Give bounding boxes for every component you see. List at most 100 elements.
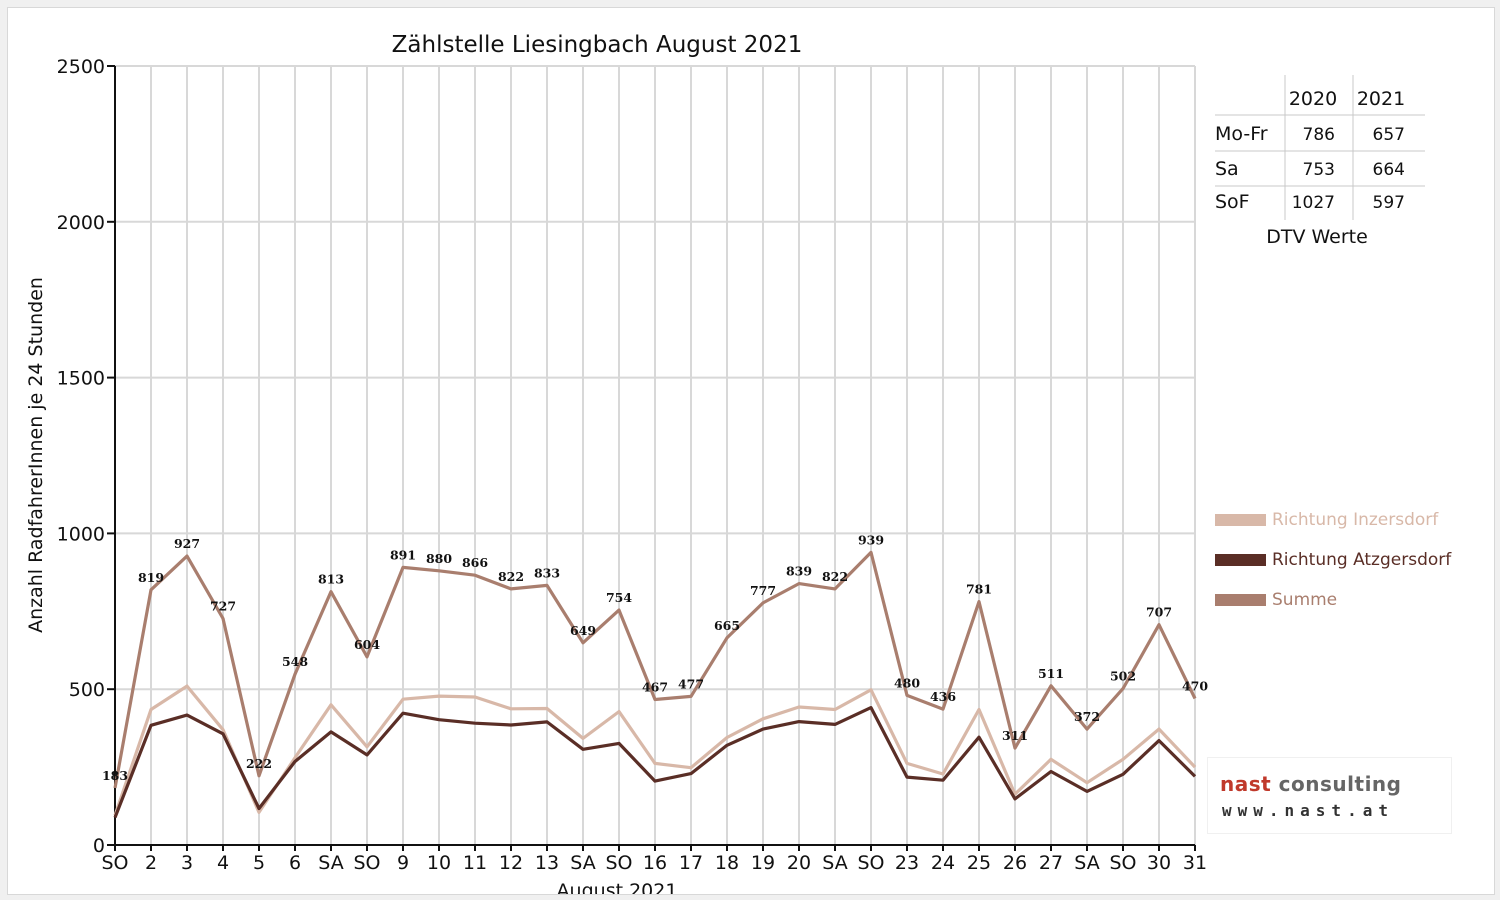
chart-title: Zählstelle Liesingbach August 2021 — [392, 32, 803, 58]
legend-label-atzgersdorf: Richtung Atzgersdorf — [1272, 550, 1452, 570]
data-label: 604 — [354, 637, 380, 652]
dtv-cell: 664 — [1373, 160, 1405, 180]
data-label: 467 — [642, 679, 668, 694]
data-label: 436 — [930, 689, 956, 704]
x-tick-label: 4 — [217, 852, 229, 874]
grid — [115, 65, 1196, 845]
legend: Richtung Inzersdorf Richtung Atzgersdorf… — [1215, 510, 1452, 610]
y-tick-label: 0 — [93, 835, 105, 857]
legend-label-inzersdorf: Richtung Inzersdorf — [1272, 510, 1439, 530]
dtv-caption: DTV Werte — [1266, 226, 1368, 248]
x-tick-label: 16 — [643, 852, 667, 874]
data-label: 822 — [498, 569, 524, 584]
y-tick-label: 500 — [69, 679, 105, 701]
x-tick-label: SO — [1109, 852, 1136, 874]
x-tick-label: SO — [101, 852, 128, 874]
data-label: 183 — [102, 768, 128, 783]
x-tick-label: 26 — [1003, 852, 1027, 874]
dtv-cell: 657 — [1373, 125, 1405, 145]
dtv-cell: 786 — [1303, 125, 1335, 145]
y-tick-label: 1000 — [57, 523, 105, 545]
company-logo: nast consulting www.nast.at — [1208, 758, 1451, 833]
x-tick-label: 3 — [181, 852, 193, 874]
x-tick-label: SO — [857, 852, 884, 874]
x-tick-label: 5 — [253, 852, 265, 874]
data-labels: 183 819 927 727 222 548 813 604 891 880 866 822 833 6… — [102, 532, 1208, 783]
data-label: 777 — [750, 583, 776, 598]
data-label: 891 — [390, 547, 416, 562]
dtv-header-2021: 2021 — [1357, 88, 1405, 110]
data-label: 927 — [174, 536, 200, 551]
data-label: 833 — [534, 565, 560, 580]
series-line-summe — [113, 550, 1197, 789]
data-label: 477 — [678, 676, 704, 691]
x-tick-label: 25 — [967, 852, 991, 874]
x-tick-label: SA — [570, 852, 595, 874]
dtv-row-label: Sa — [1215, 158, 1239, 180]
series-line-inzersdorf — [113, 684, 1197, 816]
legend-label-summe: Summe — [1272, 590, 1337, 610]
logo-word-nast: nast — [1220, 772, 1272, 796]
x-tick-label: 27 — [1039, 852, 1063, 874]
x-tick-label: 11 — [463, 852, 487, 874]
x-tick-label: 18 — [715, 852, 739, 874]
x-tick-label: SO — [605, 852, 632, 874]
data-label: 311 — [1002, 728, 1028, 743]
data-label: 880 — [426, 551, 452, 566]
x-tick-label: 17 — [679, 852, 703, 874]
data-label: 839 — [786, 564, 812, 579]
x-tick-label: 19 — [751, 852, 775, 874]
x-tick-label: SA — [822, 852, 847, 874]
x-tick-label: SA — [318, 852, 343, 874]
x-tick-label: 13 — [535, 852, 559, 874]
legend-swatch-summe — [1215, 594, 1266, 606]
data-label: 754 — [606, 590, 632, 605]
y-tick-label: 2000 — [57, 212, 105, 234]
data-label: 939 — [858, 532, 884, 547]
y-axis-label: Anzahl RadfahrerInnen je 24 Stunden — [25, 277, 47, 633]
data-label: 649 — [570, 623, 596, 638]
x-tick-label: SA — [1074, 852, 1099, 874]
data-label: 548 — [282, 654, 308, 669]
dtv-cell: 1027 — [1292, 193, 1335, 213]
dtv-header-2020: 2020 — [1289, 88, 1337, 110]
data-label: 470 — [1182, 679, 1208, 694]
x-tick-label: 9 — [397, 852, 409, 874]
x-tick-label: 20 — [787, 852, 811, 874]
data-label: 813 — [318, 572, 344, 587]
data-label: 707 — [1146, 605, 1172, 620]
x-tick-label: SO — [353, 852, 380, 874]
chart-panel: Zählstelle Liesingbach August 2021 0 500 1… — [7, 7, 1495, 895]
x-axis-label: August 2021 — [557, 880, 678, 894]
data-label: 372 — [1074, 709, 1100, 724]
data-label: 222 — [246, 756, 272, 771]
x-tick-label: 12 — [499, 852, 523, 874]
logo-url: www.nast.at — [1222, 801, 1394, 820]
chart-svg: Zählstelle Liesingbach August 2021 05001… — [25, 32, 1452, 894]
x-tick-label: 24 — [931, 852, 955, 874]
dtv-table: 2020 2021 Mo-Fr 786 657 Sa 753 664 SoF 1… — [1215, 75, 1425, 248]
x-tick-label: 6 — [289, 852, 301, 874]
logo-wordmark: nast consulting — [1220, 772, 1401, 796]
logo-word-consulting: consulting — [1278, 772, 1402, 796]
legend-swatch-inzersdorf — [1215, 514, 1266, 526]
y-tick-label: 2500 — [57, 56, 105, 78]
data-label: 727 — [210, 598, 236, 613]
x-tick-label: 2 — [145, 852, 157, 874]
data-label: 822 — [822, 569, 848, 584]
x-tick-label: 23 — [895, 852, 919, 874]
x-tick-label: 31 — [1183, 852, 1207, 874]
data-label: 511 — [1038, 666, 1064, 681]
legend-swatch-atzgersdorf — [1215, 554, 1266, 566]
data-label: 819 — [138, 570, 164, 585]
series-line-atzgersdorf — [113, 705, 1197, 819]
dtv-row-label: SoF — [1215, 191, 1250, 213]
x-tick-label: 10 — [427, 852, 451, 874]
data-label: 866 — [462, 555, 488, 570]
dtv-cell: 753 — [1303, 160, 1335, 180]
data-label: 502 — [1110, 669, 1136, 684]
x-tick-label: 30 — [1147, 852, 1171, 874]
data-label: 665 — [714, 618, 740, 633]
data-label: 480 — [894, 675, 920, 690]
